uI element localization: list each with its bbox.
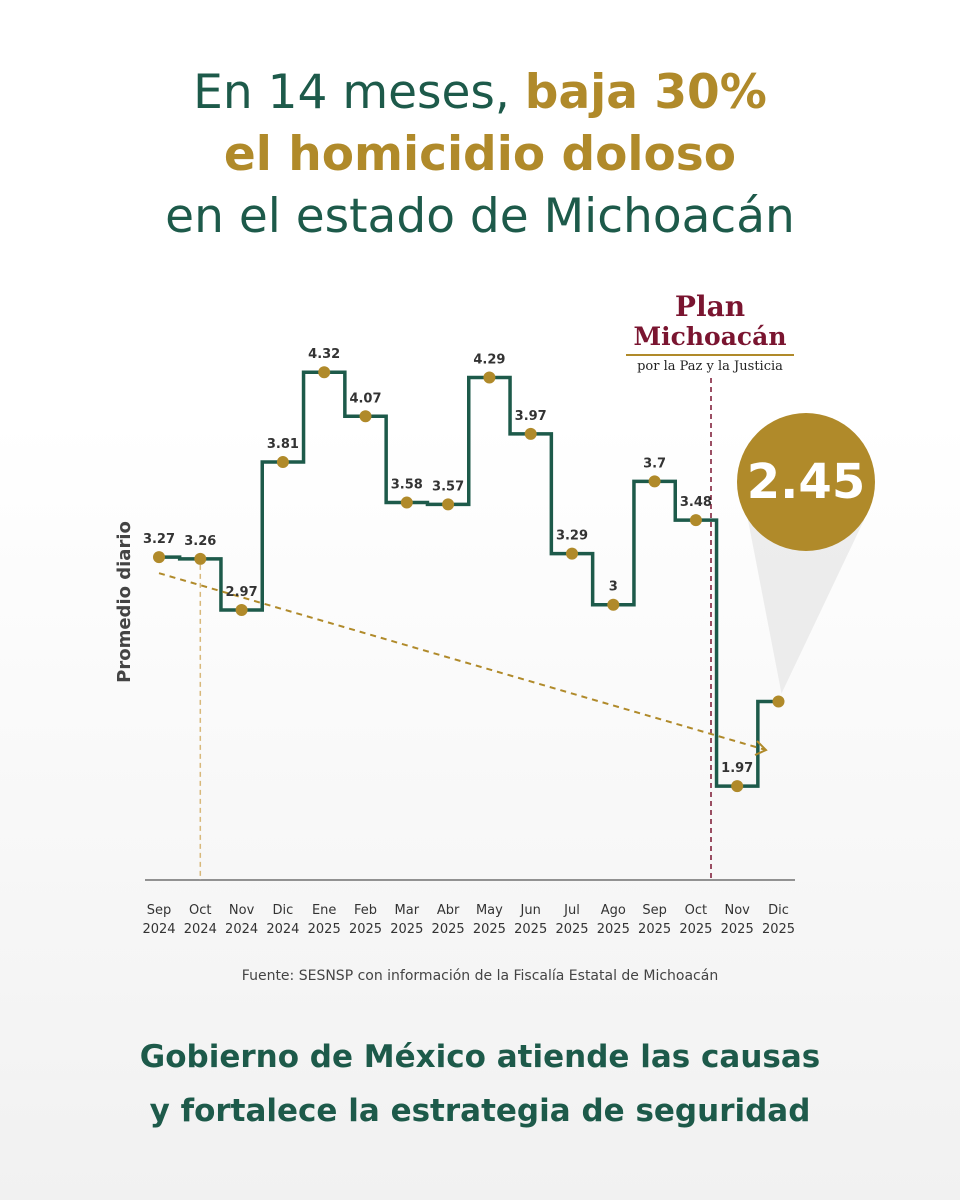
x-tick-label-month: Mar: [395, 903, 420, 918]
badge-beam: [748, 520, 864, 694]
data-point: [772, 695, 785, 708]
x-tick-label-year: 2024: [266, 922, 299, 937]
data-point: [607, 598, 620, 611]
headline-line3: en el estado de Michoacán: [165, 189, 795, 244]
data-point: [483, 371, 496, 384]
data-label: 4.07: [349, 391, 381, 406]
x-tick-label-month: Jul: [563, 903, 580, 918]
data-point: [318, 366, 331, 379]
data-label: 4.32: [308, 347, 340, 362]
data-label: 3.57: [432, 479, 464, 494]
x-tick-label-year: 2024: [184, 922, 217, 937]
data-label: 2.97: [226, 585, 258, 600]
x-tick-label-month: Abr: [437, 903, 460, 918]
data-point: [153, 551, 165, 564]
series-step-line: [159, 370, 779, 788]
x-tick-label-year: 2025: [308, 922, 341, 937]
data-label: 3.26: [184, 534, 216, 549]
x-tick-label-year: 2025: [721, 922, 754, 937]
x-tick-label-year: 2025: [349, 922, 382, 937]
data-label: 3.29: [556, 529, 588, 544]
x-tick-label-year: 2025: [679, 922, 712, 937]
data-label: 1.97: [721, 761, 753, 776]
logo-rule: [626, 354, 794, 356]
footer-line2: y fortalece la estrategia de seguridad: [149, 1093, 811, 1129]
x-tick-label-year: 2024: [225, 922, 258, 937]
data-label: 3: [609, 580, 618, 595]
x-tick-label-month: Sep: [642, 903, 667, 918]
headline: En 14 meses, baja 30% el homicidio dolos…: [0, 62, 960, 248]
y-axis-label: Promedio diario: [114, 521, 135, 683]
trend-arrow-head: [754, 740, 768, 756]
x-tick-label-month: Nov: [229, 903, 255, 918]
data-point: [648, 475, 661, 488]
logo-line1: Plan: [674, 290, 746, 323]
x-tick-label-month: Ene: [312, 903, 336, 918]
x-tick-label-year: 2025: [638, 922, 671, 937]
x-tick-label-month: Dic: [273, 903, 294, 918]
x-tick-label-month: Nov: [725, 903, 751, 918]
x-tick-label-year: 2025: [555, 922, 588, 937]
data-point: [400, 496, 413, 509]
x-tick-label-month: May: [476, 903, 503, 918]
data-point: [442, 498, 455, 511]
x-tick-label-month: Dic: [768, 903, 789, 918]
x-tick-label-year: 2025: [390, 922, 423, 937]
data-point: [566, 547, 578, 560]
data-point: [194, 552, 207, 565]
x-tick-label-year: 2025: [597, 922, 630, 937]
data-label: 3.81: [267, 437, 299, 452]
x-tick-label-month: Feb: [354, 903, 377, 918]
x-tick-label-year: 2025: [514, 922, 547, 937]
x-tick-label-month: Oct: [685, 903, 707, 918]
x-tick-label-month: Oct: [189, 903, 211, 918]
data-label: 3.7: [643, 456, 666, 471]
x-tick-label-year: 2025: [762, 922, 795, 937]
highlight-value-badge: 2.45: [737, 413, 875, 551]
logo-line2: Michoacán: [633, 322, 787, 351]
x-tick-label-month: Sep: [147, 903, 172, 918]
footer-message: Gobierno de México atiende las causas y …: [0, 1030, 960, 1138]
headline-part2: baja 30%: [524, 65, 767, 120]
data-point: [276, 456, 289, 469]
x-tick-label-year: 2025: [473, 922, 506, 937]
data-label: 4.29: [473, 353, 505, 368]
logo-line3: por la Paz y la Justicia: [637, 359, 783, 374]
x-tick-label-month: Ago: [601, 903, 626, 918]
data-label: 3.27: [143, 532, 175, 547]
x-tick-label-year: 2025: [432, 922, 465, 937]
data-point: [731, 780, 744, 793]
data-label: 3.97: [515, 409, 547, 424]
headline-line2: el homicidio doloso: [223, 127, 737, 182]
data-point: [359, 410, 372, 423]
data-point: [689, 514, 702, 527]
data-label: 3.48: [680, 495, 712, 510]
plan-michoacan-logo: Plan Michoacán por la Paz y la Justicia: [622, 292, 798, 374]
x-tick-label-month: Jun: [520, 903, 541, 918]
data-point: [235, 603, 248, 616]
data-point: [524, 427, 537, 440]
x-tick-label-year: 2024: [142, 922, 175, 937]
data-label: 3.58: [391, 478, 423, 493]
footer-line1: Gobierno de México atiende las causas: [139, 1039, 821, 1075]
source-note: Fuente: SESNSP con información de la Fis…: [241, 968, 719, 984]
headline-part1: En 14 meses,: [193, 65, 525, 120]
